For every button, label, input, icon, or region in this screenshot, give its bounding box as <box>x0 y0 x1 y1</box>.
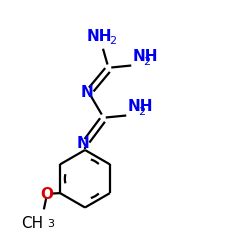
Text: NH: NH <box>87 29 112 44</box>
Text: NH: NH <box>132 49 158 64</box>
Text: 2: 2 <box>138 107 145 117</box>
Text: 3: 3 <box>48 218 54 228</box>
Text: 2: 2 <box>109 36 116 46</box>
Text: CH: CH <box>21 216 43 231</box>
Text: 2: 2 <box>143 57 150 67</box>
Text: N: N <box>81 85 94 100</box>
Text: O: O <box>40 187 53 202</box>
Text: NH: NH <box>128 99 153 114</box>
Text: N: N <box>77 136 90 151</box>
